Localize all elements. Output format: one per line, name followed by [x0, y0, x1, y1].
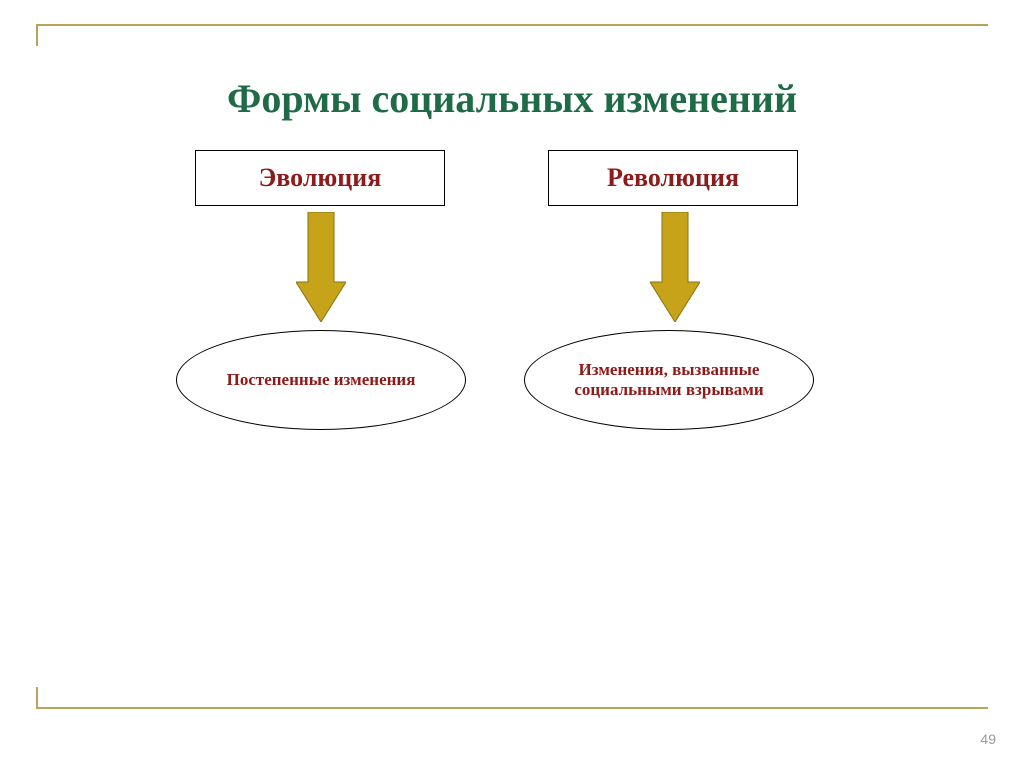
- ellipse-explosive-text: Изменения, вызванные социальными взрывам…: [547, 360, 791, 400]
- box-revolution: Революция: [548, 150, 798, 206]
- ellipse-explosive: Изменения, вызванные социальными взрывам…: [524, 330, 814, 430]
- frame-bottom-line: [36, 707, 988, 709]
- frame-corner-bl: [36, 687, 38, 709]
- ellipse-gradual-text: Постепенные изменения: [227, 370, 416, 390]
- box-revolution-label: Революция: [607, 163, 739, 193]
- slide-title: Формы социальных изменений: [0, 75, 1024, 122]
- arrow-left: [296, 212, 346, 327]
- ellipse-gradual: Постепенные изменения: [176, 330, 466, 430]
- slide: Формы социальных изменений Эволюция Рево…: [0, 0, 1024, 767]
- box-evolution: Эволюция: [195, 150, 445, 206]
- frame-top-line: [36, 24, 988, 26]
- box-evolution-label: Эволюция: [259, 163, 382, 193]
- page-number: 49: [980, 731, 996, 747]
- arrow-right: [650, 212, 700, 327]
- frame-corner-tl: [36, 24, 38, 46]
